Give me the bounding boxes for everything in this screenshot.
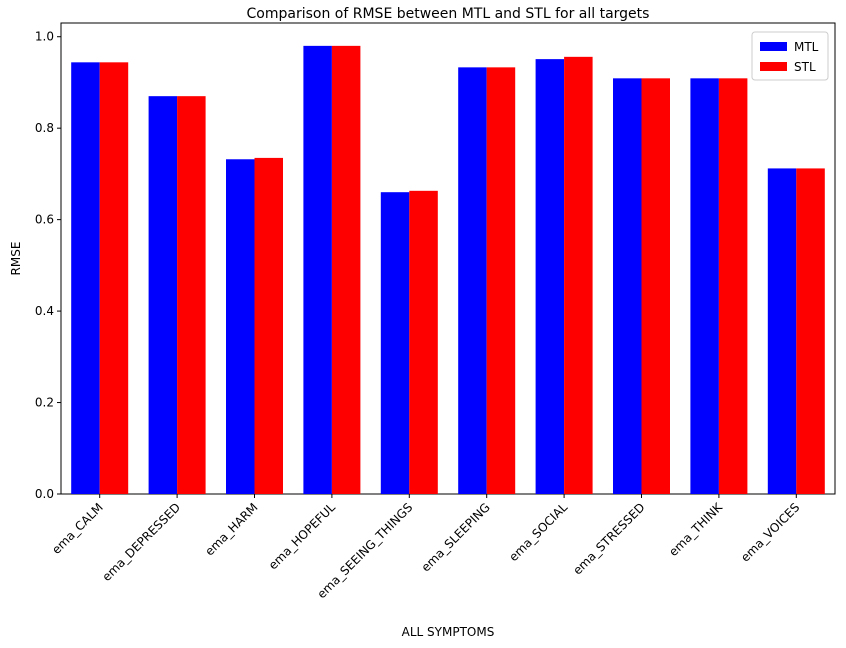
- legend-label-stl: STL: [794, 60, 816, 74]
- bar-mtl-ema-depressed: [148, 96, 178, 495]
- bar-mtl-ema-calm: [71, 62, 100, 495]
- y-tick-label: 0.4: [35, 304, 54, 318]
- bar-mtl-ema-stressed: [613, 78, 642, 495]
- x-tick-label: ema_HARM: [202, 500, 260, 558]
- bar-stl-ema-harm: [254, 157, 283, 494]
- x-tick-label: ema_HOPEFUL: [266, 500, 338, 572]
- x-tick-label: ema_CALM: [49, 500, 106, 557]
- bar-mtl-ema-seeing-things: [380, 192, 410, 495]
- chart-title: Comparison of RMSE between MTL and STL f…: [247, 6, 650, 22]
- legend: MTL STL: [751, 31, 829, 81]
- bar-stl-ema-calm: [99, 62, 129, 495]
- y-tick-label: 1.0: [35, 30, 54, 44]
- bar-mtl-ema-harm: [226, 159, 255, 494]
- y-tick-label: 0.0: [35, 487, 54, 501]
- y-axis-label: RMSE: [9, 242, 23, 276]
- y-tick-label: 0.8: [35, 121, 54, 135]
- x-tick-label: ema_STRESSED: [570, 500, 647, 577]
- bar-stl-ema-hopeful: [331, 45, 361, 495]
- legend-swatch-mtl: [760, 42, 787, 51]
- legend-swatch-stl: [760, 62, 787, 71]
- x-tick-label: ema_THINK: [666, 499, 726, 559]
- plot-area-frame: [60, 22, 836, 495]
- y-axis: 0.0 0.2 0.4 0.6 0.8 1.0: [35, 30, 61, 501]
- bar-mtl-ema-think: [690, 78, 719, 495]
- x-tick-label: ema_SLEEPING: [419, 500, 493, 574]
- x-tick-label: ema_SOCIAL: [506, 500, 570, 564]
- y-tick-label: 0.6: [35, 213, 54, 227]
- bar-stl-ema-social: [564, 56, 593, 494]
- bar-mtl-ema-hopeful: [303, 45, 332, 495]
- bar-mtl-ema-sleeping: [458, 67, 487, 494]
- bars-group: [71, 45, 825, 495]
- legend-label-mtl: MTL: [794, 40, 819, 54]
- bar-stl-ema-depressed: [177, 96, 206, 495]
- x-tick-label: ema_VOICES: [738, 500, 802, 564]
- bar-stl-ema-stressed: [641, 78, 670, 495]
- bar-mtl-ema-social: [535, 59, 565, 494]
- x-axis-label: ALL SYMPTOMS: [402, 625, 495, 639]
- y-tick-label: 0.2: [35, 396, 54, 410]
- bar-stl-ema-voices: [796, 168, 825, 494]
- bar-stl-ema-sleeping: [486, 67, 516, 494]
- bar-stl-ema-think: [718, 78, 748, 495]
- x-tick-label: ema_DEPRESSED: [99, 500, 183, 584]
- bar-mtl-ema-voices: [767, 168, 797, 494]
- bar-stl-ema-seeing-things: [409, 190, 438, 494]
